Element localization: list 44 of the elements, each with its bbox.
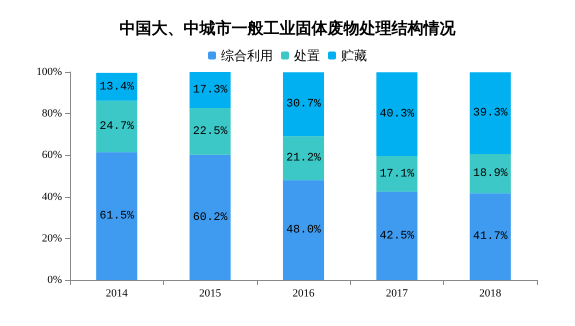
bar [282,136,324,180]
bar [96,152,138,280]
bar [376,72,418,156]
data-label: 41.7% [473,230,508,244]
data-label: 40.3% [380,108,414,121]
legend-label: 处置 [294,48,320,63]
data-label: 61.5% [99,210,134,223]
data-label: 21.2% [286,152,321,165]
data-label: 60.2% [192,210,228,224]
legend-label: 贮藏 [341,48,367,63]
y-tick-label: 100% [36,66,62,78]
bar [96,100,138,152]
x-tick-label: 2015 [199,288,222,300]
bar [190,154,231,280]
x-tick-label: 2017 [386,288,408,300]
data-label: 24.7% [99,120,134,133]
data-label: 22.5% [192,124,228,138]
chart-title: 中国大、中城市一般工业固体废物处理结构情况 [120,20,456,38]
data-label: 48.0% [286,224,321,237]
data-label: 39.3% [473,106,508,120]
x-tick-label: 2014 [106,288,128,300]
x-tick-label: 2016 [292,288,315,300]
bar [470,193,511,280]
data-label: 17.1% [380,167,414,180]
bar [376,156,418,192]
bar [190,108,231,155]
bar [190,72,231,108]
y-tick-label: 80% [42,108,62,120]
data-label: 18.9% [473,167,508,180]
bar [376,192,418,280]
bar [470,154,511,194]
y-tick-label: 60% [42,149,62,162]
y-tick-label: 40% [42,190,62,203]
data-label: 30.7% [286,98,321,111]
data-label: 42.5% [380,229,414,242]
x-tick-label: 2018 [479,288,502,300]
y-tick-label: 20% [42,232,62,244]
y-tick-label: 0% [47,274,62,286]
data-label: 13.4% [99,80,134,94]
bar [282,180,324,280]
data-label: 17.3% [192,83,228,96]
bar [282,72,324,136]
legend-label: 综合利用 [221,48,273,63]
bar [470,72,511,154]
